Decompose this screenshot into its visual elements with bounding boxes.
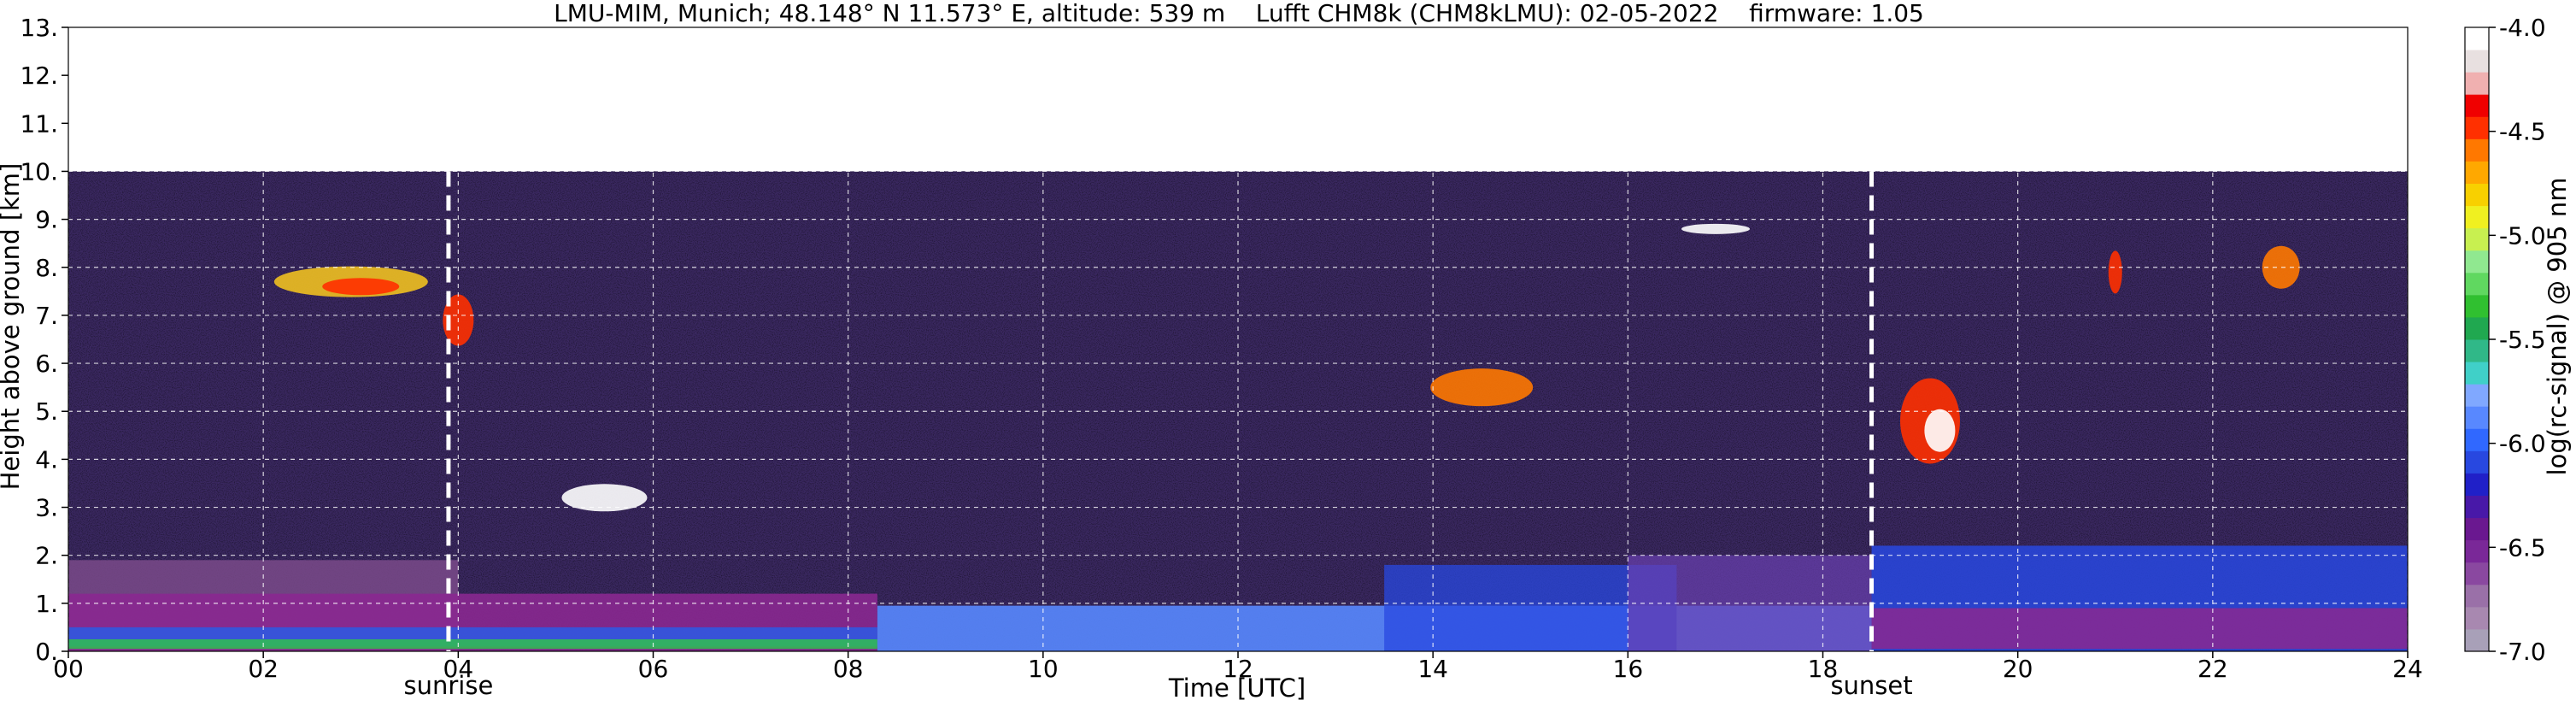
cirrus-layer-3 bbox=[1681, 223, 1751, 234]
colorbar-tick-label: -5.0 bbox=[2499, 221, 2546, 250]
plot-area bbox=[67, 26, 2409, 652]
x-tick-label: 10 bbox=[1028, 655, 1059, 683]
cirrus-layer-4 bbox=[2262, 245, 2300, 289]
colorbar-tick-label: -7.0 bbox=[2499, 638, 2546, 666]
x-axis-label: Time [UTC] bbox=[1168, 674, 1306, 703]
colorbar-tick-label: -6.5 bbox=[2499, 533, 2546, 562]
x-axis: 00 02 04 06 08 10 12 14 16 18 20 22 24 bbox=[53, 651, 2423, 683]
colorbar-segment bbox=[2465, 116, 2489, 139]
colorbar-segment bbox=[2465, 161, 2489, 184]
colorbar-segment bbox=[2465, 183, 2489, 207]
x-tick-label: 02 bbox=[248, 655, 279, 683]
chart-title: LMU-MIM, Munich; 48.148° N 11.573° E, al… bbox=[554, 0, 1924, 27]
colorbar-segment bbox=[2465, 450, 2489, 474]
colorbar-segment bbox=[2465, 539, 2489, 563]
x-tick-label: 22 bbox=[2198, 655, 2228, 683]
y-tick-label: 8. bbox=[35, 254, 58, 282]
x-tick-label: 16 bbox=[1613, 655, 1644, 683]
x-tick-label: 24 bbox=[2392, 655, 2423, 683]
y-tick-label: 6. bbox=[35, 350, 58, 378]
x-tick-label: 12 bbox=[1223, 655, 1253, 683]
y-tick-label: 1. bbox=[35, 590, 58, 618]
colorbar-tick-label: -6.0 bbox=[2499, 430, 2546, 458]
colorbar-segment bbox=[2465, 250, 2489, 274]
colorbar-segment bbox=[2465, 94, 2489, 117]
cirrus-core-1 bbox=[322, 278, 400, 296]
colorbar-segment bbox=[2465, 362, 2489, 385]
x-tick-label: 00 bbox=[53, 655, 84, 683]
y-tick-label: 12. bbox=[20, 62, 58, 90]
y-tick-label: 3. bbox=[35, 494, 58, 522]
x-tick-label: 08 bbox=[833, 655, 864, 683]
y-axis: 0. 1. 2. 3. 4. 5. 6. 7. 8. 9. 10. 11. 12. 13. bbox=[20, 14, 68, 666]
y-tick-label: 10. bbox=[20, 157, 58, 185]
colorbar-segment bbox=[2465, 384, 2489, 407]
marker-label-sunrise: sunrise bbox=[404, 671, 494, 700]
colorbar-segment bbox=[2465, 72, 2489, 95]
colorbar-segment bbox=[2465, 27, 2489, 50]
colorbar: -4.0 -4.5 -5.0 -5.5 -6.0 -6.5 -7.0 bbox=[2464, 14, 2546, 666]
colorbar-segment bbox=[2465, 50, 2489, 73]
aerosol-layer-surface bbox=[68, 638, 877, 650]
colorbar-segment bbox=[2465, 294, 2489, 318]
y-axis-label: Height above ground [km] bbox=[0, 163, 25, 491]
y-tick-label: 13. bbox=[20, 14, 58, 42]
y-tick-label: 2. bbox=[35, 542, 58, 570]
y-tick-label: 11. bbox=[20, 109, 58, 138]
colorbar-segment bbox=[2465, 406, 2489, 429]
colorbar-segment bbox=[2465, 138, 2489, 162]
colorbar-tick-label: -4.5 bbox=[2499, 118, 2546, 146]
colorbar-segment bbox=[2465, 517, 2489, 541]
colorbar-segment bbox=[2465, 562, 2489, 585]
colorbar-segment bbox=[2465, 272, 2489, 296]
colorbar-tick-label: -5.5 bbox=[2499, 326, 2546, 354]
colorbar-segment bbox=[2465, 316, 2489, 340]
y-tick-label: 0. bbox=[35, 638, 58, 666]
evening-layer-lower bbox=[1871, 608, 2408, 650]
y-tick-label: 4. bbox=[35, 445, 58, 474]
colorbar-segment bbox=[2465, 606, 2489, 630]
x-tick-label: 20 bbox=[2003, 655, 2033, 683]
marker-label-sunset: sunset bbox=[1830, 671, 1912, 700]
colorbar-segment bbox=[2465, 584, 2489, 608]
mid-cloud-1 bbox=[1430, 368, 1534, 407]
day-night-markers: sunrise sunset bbox=[404, 171, 1913, 700]
y-tick-label: 5. bbox=[35, 397, 58, 426]
colorbar-segment bbox=[2465, 628, 2489, 652]
colorbar-tick-label: -4.0 bbox=[2499, 14, 2546, 42]
x-tick-label: 04 bbox=[443, 655, 474, 683]
x-tick-label: 06 bbox=[638, 655, 669, 683]
mixing-layer-top bbox=[1628, 555, 1872, 651]
colorbar-segment bbox=[2465, 227, 2489, 251]
x-tick-label: 14 bbox=[1417, 655, 1448, 683]
colorbar-segment bbox=[2465, 205, 2489, 229]
colorbar-segment bbox=[2465, 473, 2489, 496]
y-tick-label: 9. bbox=[35, 206, 58, 234]
y-tick-label: 7. bbox=[35, 302, 58, 330]
mid-cloud-2-core bbox=[1924, 409, 1956, 452]
colorbar-label: log(rc-signal) @ 905 nm bbox=[2543, 178, 2572, 476]
colorbar-segment bbox=[2465, 428, 2489, 451]
x-tick-label: 18 bbox=[1808, 655, 1839, 683]
colorbar-segment bbox=[2465, 339, 2489, 362]
aerosol-plume-1 bbox=[561, 484, 648, 512]
cirrus-layer-5 bbox=[2108, 250, 2122, 294]
colorbar-segment bbox=[2465, 495, 2489, 519]
